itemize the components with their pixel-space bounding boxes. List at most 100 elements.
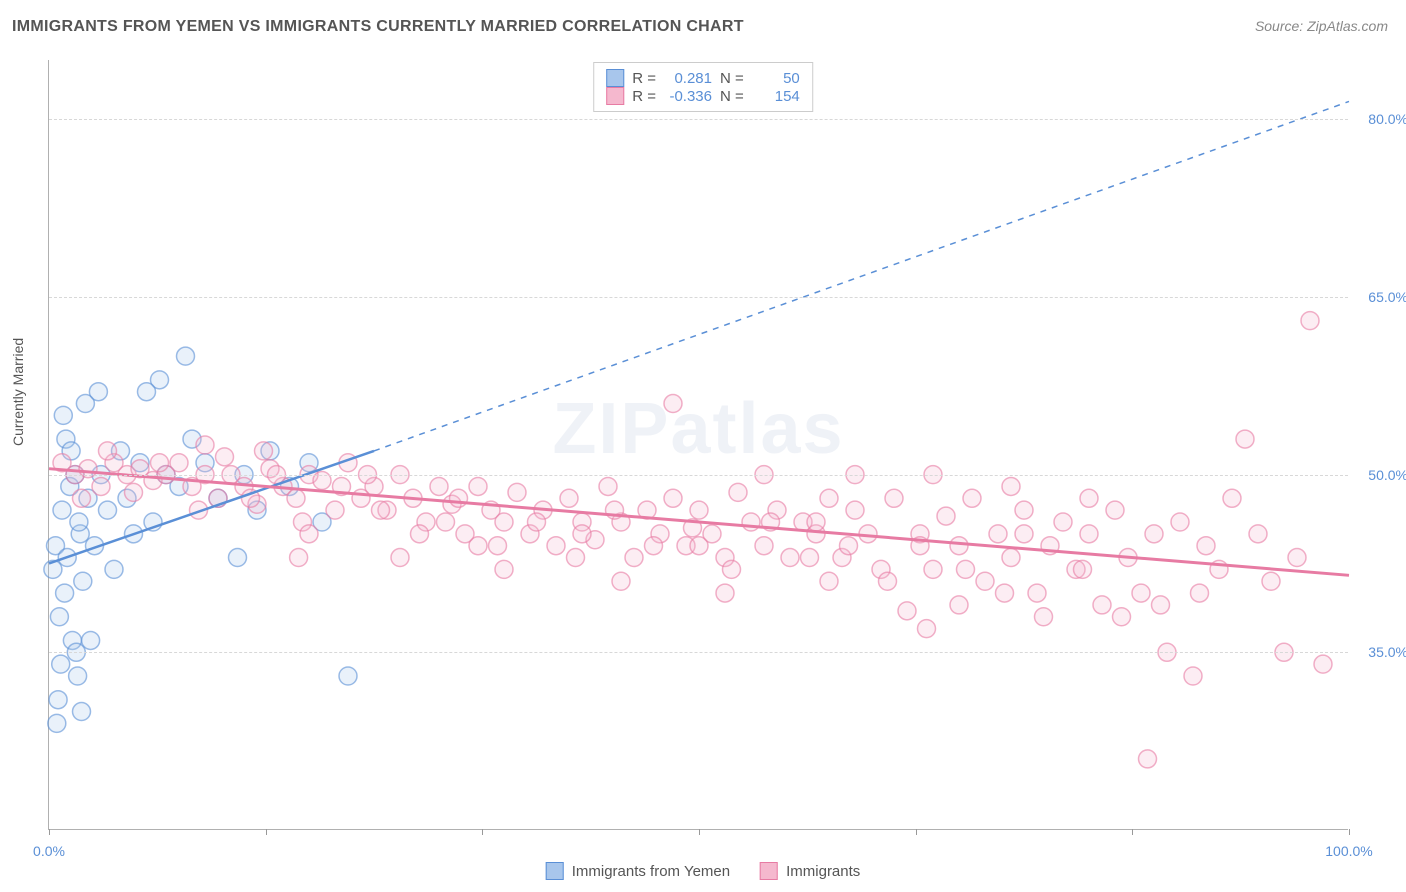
legend-item: Immigrants from Yemen xyxy=(546,862,730,880)
data-point xyxy=(1028,584,1046,602)
plot-area: ZIPatlas 35.0%50.0%65.0%80.0%0.0%100.0% xyxy=(48,60,1348,830)
data-point xyxy=(937,507,955,525)
data-point xyxy=(196,436,214,454)
data-point xyxy=(547,537,565,555)
x-tick-label-right: 100.0% xyxy=(1325,843,1372,859)
stat-r-label: R = xyxy=(632,70,656,87)
data-point xyxy=(177,347,195,365)
data-point xyxy=(229,549,247,567)
data-point xyxy=(840,537,858,555)
stats-row: R =0.281N =50 xyxy=(606,69,800,87)
legend-swatch xyxy=(760,862,778,880)
gridline xyxy=(49,652,1348,653)
data-point xyxy=(508,483,526,501)
data-point xyxy=(52,655,70,673)
data-point xyxy=(70,513,88,531)
data-point xyxy=(1152,596,1170,614)
data-point xyxy=(290,549,308,567)
trend-line-blue-dashed xyxy=(374,101,1349,450)
data-point xyxy=(664,489,682,507)
data-point xyxy=(53,501,71,519)
data-point xyxy=(495,560,513,578)
data-point xyxy=(1301,312,1319,330)
data-point xyxy=(612,572,630,590)
data-point xyxy=(1132,584,1150,602)
x-tick xyxy=(916,829,917,835)
stats-swatch xyxy=(606,87,624,105)
data-point xyxy=(879,572,897,590)
data-point xyxy=(599,477,617,495)
data-point xyxy=(1191,584,1209,602)
data-point xyxy=(1002,477,1020,495)
data-point xyxy=(430,477,448,495)
data-point xyxy=(801,549,819,567)
data-point xyxy=(339,667,357,685)
data-point xyxy=(287,489,305,507)
data-point xyxy=(976,572,994,590)
data-point xyxy=(1139,750,1157,768)
data-point xyxy=(996,584,1014,602)
data-point xyxy=(989,525,1007,543)
data-point xyxy=(495,513,513,531)
data-point xyxy=(74,572,92,590)
x-tick xyxy=(699,829,700,835)
data-point xyxy=(1002,549,1020,567)
data-point xyxy=(807,513,825,531)
legend: Immigrants from Yemen Immigrants xyxy=(546,862,861,880)
data-point xyxy=(1093,596,1111,614)
data-point xyxy=(1171,513,1189,531)
y-axis-label: Currently Married xyxy=(10,338,26,446)
data-point xyxy=(918,620,936,638)
data-point xyxy=(1288,549,1306,567)
data-point xyxy=(924,560,942,578)
data-point xyxy=(1015,501,1033,519)
data-point xyxy=(1236,430,1254,448)
plot-svg xyxy=(49,60,1348,829)
data-point xyxy=(1054,513,1072,531)
x-tick xyxy=(266,829,267,835)
data-point xyxy=(391,549,409,567)
data-point xyxy=(1080,489,1098,507)
stats-row: R =-0.336N =154 xyxy=(606,87,800,105)
gridline xyxy=(49,297,1348,298)
legend-label: Immigrants xyxy=(786,863,860,880)
gridline xyxy=(49,119,1348,120)
data-point xyxy=(625,549,643,567)
y-tick-label: 65.0% xyxy=(1358,289,1406,305)
x-tick xyxy=(1132,829,1133,835)
data-point xyxy=(125,483,143,501)
data-point xyxy=(1113,608,1131,626)
data-point xyxy=(89,383,107,401)
data-point xyxy=(781,549,799,567)
data-point xyxy=(1249,525,1267,543)
data-point xyxy=(963,489,981,507)
gridline xyxy=(49,475,1348,476)
data-point xyxy=(950,596,968,614)
legend-swatch xyxy=(546,862,564,880)
data-point xyxy=(300,525,318,543)
data-point xyxy=(898,602,916,620)
data-point xyxy=(92,477,110,495)
data-point xyxy=(690,501,708,519)
data-point xyxy=(573,525,591,543)
data-point xyxy=(73,703,91,721)
data-point xyxy=(885,489,903,507)
data-point xyxy=(690,537,708,555)
data-point xyxy=(105,560,123,578)
data-point xyxy=(742,513,760,531)
stat-n-label: N = xyxy=(720,70,744,87)
legend-label: Immigrants from Yemen xyxy=(572,863,730,880)
data-point xyxy=(216,448,234,466)
data-point xyxy=(560,489,578,507)
data-point xyxy=(372,501,390,519)
data-point xyxy=(528,513,546,531)
data-point xyxy=(469,477,487,495)
stats-box: R =0.281N =50R =-0.336N =154 xyxy=(593,62,813,112)
data-point xyxy=(138,383,156,401)
stat-r-value: 0.281 xyxy=(664,70,712,87)
data-point xyxy=(99,501,117,519)
stats-swatch xyxy=(606,69,624,87)
data-point xyxy=(1035,608,1053,626)
data-point xyxy=(54,406,72,424)
x-tick xyxy=(1349,829,1350,835)
